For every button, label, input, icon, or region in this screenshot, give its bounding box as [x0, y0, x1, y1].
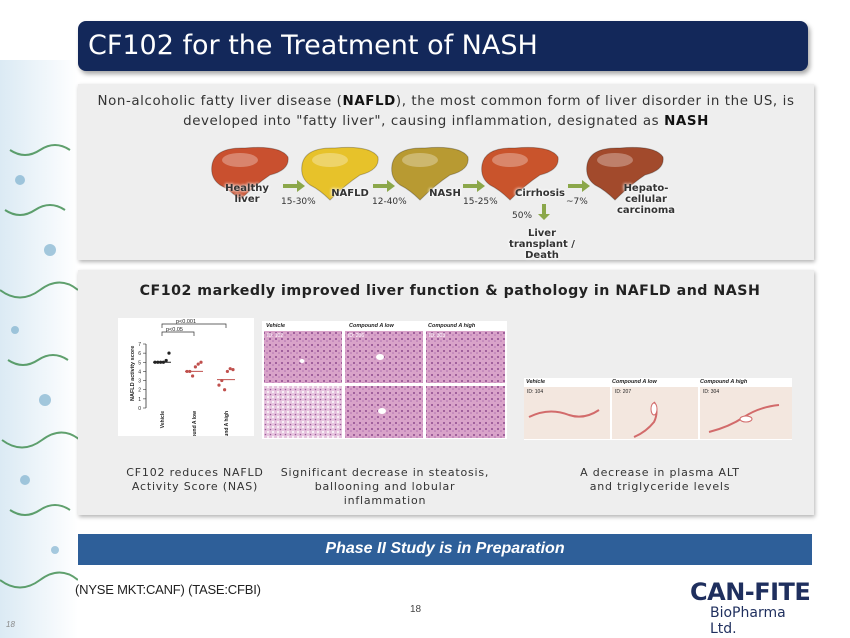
x-tick-label-1: Compound A low: [192, 411, 198, 436]
sig-label-1: p<0.001: [176, 319, 196, 325]
stage-label-hcc: Hepato-cellular carcinoma: [616, 183, 676, 216]
y-tick-label-5: 5: [138, 360, 141, 366]
stage-label-cirrhosis: Cirrhosis: [515, 188, 565, 199]
page-number-small: 18: [6, 620, 15, 629]
intro-part1: Non-alcoholic fatty liver disease (: [97, 94, 343, 109]
y-tick-label-1: 1: [138, 397, 141, 403]
title-bar: CF102 for the Treatment of NASH: [78, 21, 808, 71]
stage-arrow-1: [373, 180, 395, 192]
transplant-arrow: [538, 204, 550, 220]
intro-text: Non-alcoholic fatty liver disease (NAFLD…: [90, 92, 802, 132]
hist1-id-low: ID: 206: [348, 333, 365, 339]
liver-icon-1: [301, 146, 379, 201]
histology-panel-2: Vehicle Compound A low Compound A high I…: [524, 378, 792, 440]
transplant-label: Liver transplant / Death: [509, 228, 575, 261]
point-1-3: [193, 365, 197, 369]
hist2-header-low: Compound A low: [612, 379, 657, 385]
hist1-id-high: ID: 303: [429, 333, 446, 339]
point-1-4: [196, 362, 200, 366]
stage-arrow-2: [463, 180, 485, 192]
rate-1: 15-30%: [281, 197, 316, 207]
y-axis-label: NAFLD activity score: [130, 346, 136, 401]
liver-icon-2: [391, 146, 469, 201]
decorative-dna-strip: [0, 60, 78, 638]
histology-panel-1: Vehicle Compound A low Compound A high I…: [262, 321, 507, 439]
point-1-2: [191, 374, 195, 378]
results-title: CF102 markedly improved liver function &…: [139, 283, 761, 299]
hist1-header-low: Compound A low: [349, 323, 394, 329]
stage-arrow-3: [568, 180, 590, 192]
hist2-id-vehicle: ID: 104: [527, 389, 544, 395]
sig-bracket-0: [161, 331, 195, 336]
intro-nash: NASH: [664, 114, 709, 129]
hist2-header-vehicle: Vehicle: [526, 379, 546, 385]
point-0-4: [164, 358, 168, 363]
point-1-5: [199, 360, 203, 364]
stock-ticker: (NYSE MKT:CANF) (TASE:CFBI): [75, 582, 261, 597]
x-tick-label-2: Compound A high: [224, 411, 230, 436]
point-2-0: [217, 383, 221, 387]
point-2-5: [231, 368, 235, 372]
stage-arrow-0: [283, 180, 305, 192]
company-logo: CAN-FITE BioPharma Ltd.: [690, 578, 815, 637]
y-tick-label-0: 0: [138, 406, 141, 412]
hist2-id-low: ID: 207: [615, 389, 632, 395]
page-number: 18: [410, 604, 422, 615]
hist1-images: [264, 331, 505, 438]
liver-progression-diagram: [211, 146, 664, 220]
y-tick-label-4: 4: [138, 369, 141, 375]
phase-banner-text: Phase II Study is in Preparation: [325, 540, 565, 557]
rate-3: 15-25%: [463, 197, 498, 207]
hist2-id-high: ID: 304: [703, 389, 720, 395]
hist1-header-vehicle: Vehicle: [266, 323, 286, 329]
y-tick-label-2: 2: [138, 388, 141, 394]
hist2-header-high: Compound A high: [700, 379, 748, 385]
logo-main-text: CAN-FITE: [690, 578, 811, 606]
hist2-images: [524, 387, 792, 439]
phase-banner: Phase II Study is in Preparation: [78, 534, 812, 565]
sig-label-0: p<0.05: [166, 327, 183, 333]
stage-label-healthy: Healthy liver: [225, 183, 269, 205]
point-2-2: [223, 388, 227, 392]
rate-transplant: 50%: [512, 211, 533, 221]
y-tick-label-3: 3: [138, 379, 141, 385]
point-2-3: [225, 369, 229, 374]
intro-nafld: NAFLD: [342, 94, 396, 109]
logo-sub-text: BioPharma Ltd.: [710, 605, 786, 637]
stage-label-nash: NASH: [429, 188, 461, 199]
hist1-header-high: Compound A high: [428, 323, 476, 329]
nas-chart-frame: 0 1 2 3 4 5 6 7 NAFLD activity score Vehicle Compo…: [118, 318, 254, 454]
hist1-id-vehicle: ID: 102: [267, 333, 284, 339]
liver-icon-0: [211, 146, 289, 201]
point-0-5: [167, 351, 171, 355]
y-tick-label-7: 7: [138, 342, 141, 348]
liver-icon-3: [481, 146, 559, 201]
y-tick-label-6: 6: [138, 351, 141, 357]
rate-4: ~7%: [566, 197, 588, 207]
page-title: CF102 for the Treatment of NASH: [88, 30, 538, 61]
point-2-4: [228, 367, 232, 371]
caption-histology: Significant decrease in steatosis, ballo…: [280, 466, 490, 507]
caption-nas: CF102 reduces NAFLD Activity Score (NAS): [126, 466, 264, 493]
sig-bracket-1: [161, 323, 227, 328]
rate-2: 12-40%: [372, 197, 407, 207]
caption-plasma: A decrease in plasma ALT and triglycerid…: [580, 466, 740, 493]
intro-part2: ), the most common form of liver disorde…: [183, 94, 795, 129]
stage-label-nafld: NAFLD: [331, 188, 369, 199]
x-tick-label-0: Vehicle: [160, 411, 166, 428]
liver-icon-4: [586, 146, 664, 201]
